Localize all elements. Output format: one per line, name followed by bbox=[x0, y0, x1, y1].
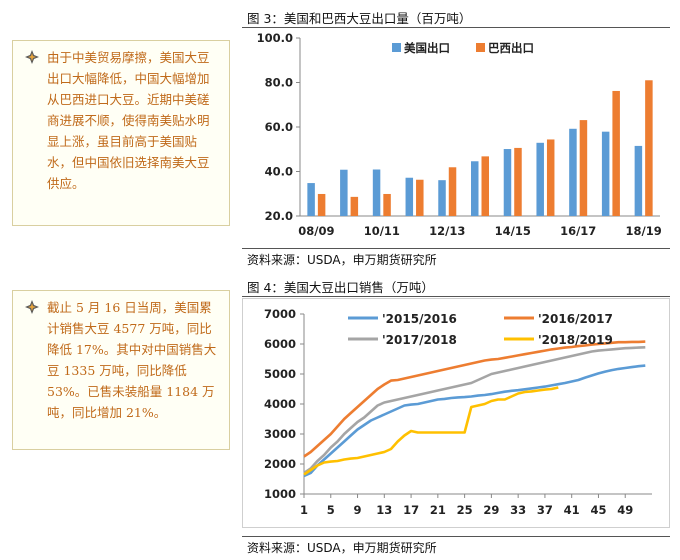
brazil-export-bar-11-12 bbox=[416, 179, 424, 216]
brazil-export-bar-17-18 bbox=[612, 90, 620, 216]
us-export-bar-14-15 bbox=[503, 149, 512, 216]
y-tick-label: 2000 bbox=[264, 457, 296, 471]
us-export-bar-13-14 bbox=[471, 161, 479, 216]
note-text-2: 截止 5 月 16 日当周，美国累计销售大豆 4577 万吨，同比降低 17%。… bbox=[47, 300, 217, 420]
legend-label: '2016/2017 bbox=[538, 312, 613, 326]
us-export-bar-12-13 bbox=[438, 180, 446, 216]
x-tick-label: 1 bbox=[300, 503, 308, 517]
y-tick-label: 60.0 bbox=[265, 120, 293, 134]
x-tick-label: 25 bbox=[457, 503, 473, 517]
x-tick-label: 9 bbox=[354, 503, 362, 517]
legend-label: '2017/2018 bbox=[382, 333, 457, 347]
us-export-bar-16-17 bbox=[569, 128, 577, 216]
figure-3-top-rule bbox=[242, 27, 670, 28]
figure-4-top-rule bbox=[242, 296, 670, 297]
figure-4-title: 图 4：美国大豆出口销售（万吨） bbox=[247, 280, 434, 295]
x-tick-label: 13 bbox=[376, 503, 392, 517]
x-tick-label: 17 bbox=[403, 503, 419, 517]
chart-frame bbox=[242, 298, 670, 528]
us-export-bar-10-11 bbox=[372, 169, 381, 216]
y-tick-label: 80.0 bbox=[265, 76, 293, 90]
note-text-1: 由于中美贸易摩擦，美国大豆出口大幅降低，中国大幅增加从巴西进口大豆。近期中美磋商… bbox=[47, 50, 210, 191]
figure-3-bottom-rule bbox=[242, 248, 670, 249]
legend-swatch bbox=[392, 43, 401, 52]
series-line-20172018 bbox=[303, 346, 646, 475]
brazil-export-bar-13-14 bbox=[481, 156, 489, 216]
x-tick-label: 12/13 bbox=[429, 224, 465, 238]
brazil-export-bar-12-13 bbox=[448, 167, 457, 216]
y-tick-label: 6000 bbox=[264, 337, 296, 351]
x-tick-label: 10/11 bbox=[364, 224, 400, 238]
series-line-20152016 bbox=[303, 364, 646, 478]
legend-swatch bbox=[476, 43, 485, 52]
y-tick-label: 100.0 bbox=[257, 31, 293, 45]
series-line-20162017 bbox=[303, 340, 646, 458]
us-export-sales-line-chart: 7000 6000 5000 4000 3000 2000 1000 1 5 9 13 17 21 25 2… bbox=[242, 298, 670, 528]
figure-3-title: 图 3：美国和巴西大豆出口量（百万吨） bbox=[247, 11, 472, 26]
figure-4-bottom-rule bbox=[242, 536, 670, 537]
brazil-export-bar-16-17 bbox=[579, 120, 588, 216]
y-tick-label: 5000 bbox=[264, 367, 296, 381]
note-box-2: 截止 5 月 16 日当周，美国累计销售大豆 4577 万吨，同比降低 17%。… bbox=[12, 290, 230, 450]
x-tick-label: 14/15 bbox=[495, 224, 531, 238]
x-tick-label: 08/09 bbox=[298, 224, 334, 238]
series-line-20182019 bbox=[303, 386, 559, 476]
brazil-export-bar-09-10 bbox=[350, 196, 359, 216]
us-export-bar-18-19 bbox=[634, 145, 643, 216]
x-tick-label: 33 bbox=[510, 503, 526, 517]
legend-label: '2018/2019 bbox=[538, 333, 613, 347]
legend-label: '2015/2016 bbox=[382, 312, 457, 326]
figure-3-source: 资料来源：USDA，申万期货研究所 bbox=[247, 253, 437, 267]
legend-label: 巴西出口 bbox=[488, 41, 534, 55]
us-brazil-export-bar-chart: 100.0 80.0 60.0 40.0 20.0 08/09 10/11 12/13 14/1… bbox=[257, 31, 662, 238]
brazil-export-bar-15-16 bbox=[546, 139, 555, 216]
y-tick-label: 7000 bbox=[264, 307, 296, 321]
us-export-bar-09-10 bbox=[340, 169, 348, 216]
y-tick-label: 3000 bbox=[264, 427, 296, 441]
figure-4-source: 资料来源：USDA，申万期货研究所 bbox=[247, 541, 437, 555]
x-tick-label: 45 bbox=[590, 503, 606, 517]
y-tick-label: 40.0 bbox=[265, 165, 293, 179]
x-tick-label: 16/17 bbox=[560, 224, 596, 238]
y-tick-label: 20.0 bbox=[265, 209, 293, 223]
us-export-bar-17-18 bbox=[601, 131, 610, 216]
diamond-bullet-icon bbox=[25, 300, 39, 314]
y-tick-label: 1000 bbox=[264, 487, 296, 501]
us-export-bar-11-12 bbox=[405, 177, 414, 216]
x-tick-label: 29 bbox=[483, 503, 499, 517]
legend-label: 美国出口 bbox=[404, 41, 450, 55]
brazil-export-bar-08-09 bbox=[317, 193, 326, 216]
diamond-bullet-icon bbox=[25, 50, 39, 64]
brazil-export-bar-10-11 bbox=[383, 193, 391, 216]
x-tick-label: 37 bbox=[537, 503, 553, 517]
x-tick-label: 18/19 bbox=[626, 224, 662, 238]
x-tick-label: 41 bbox=[564, 503, 580, 517]
us-export-bar-08-09 bbox=[307, 183, 315, 216]
x-tick-label: 49 bbox=[617, 503, 633, 517]
x-tick-label: 5 bbox=[327, 503, 335, 517]
us-export-bar-15-16 bbox=[536, 142, 544, 216]
x-tick-label: 21 bbox=[430, 503, 446, 517]
brazil-export-bar-18-19 bbox=[645, 80, 653, 217]
note-box-1: 由于中美贸易摩擦，美国大豆出口大幅降低，中国大幅增加从巴西进口大豆。近期中美磋商… bbox=[12, 40, 230, 226]
brazil-export-bar-14-15 bbox=[514, 147, 522, 216]
y-tick-label: 4000 bbox=[264, 397, 296, 411]
